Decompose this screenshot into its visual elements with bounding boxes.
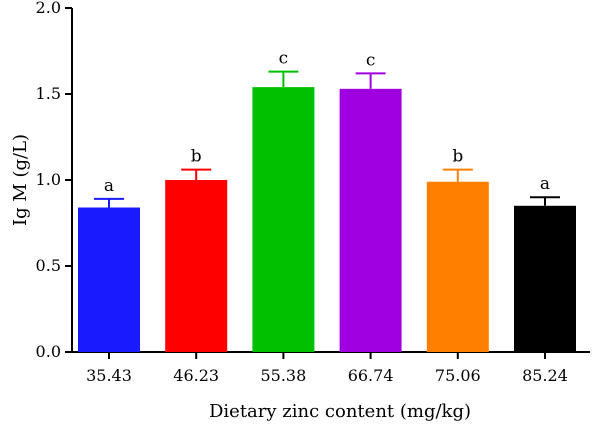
y-tick-label: 2.0 bbox=[36, 0, 61, 17]
bar-85-24 bbox=[514, 205, 576, 352]
x-tick-label: 46.23 bbox=[173, 366, 219, 385]
x-axis-title: Dietary zinc content (mg/kg) bbox=[209, 401, 471, 422]
bar-46-23 bbox=[165, 180, 228, 352]
significance-letter: a bbox=[104, 176, 114, 196]
x-axis: 35.43 46.23 55.38 66.74 75.06 85.24 bbox=[72, 351, 590, 385]
significance-letter: b bbox=[191, 147, 202, 167]
x-tick-label: 35.43 bbox=[86, 366, 132, 385]
bar-55-38 bbox=[252, 87, 315, 353]
significance-letter: a bbox=[540, 174, 550, 194]
y-axis: 0.0 0.5 1.0 1.5 2.0 bbox=[36, 0, 73, 361]
significance-letter: c bbox=[366, 50, 376, 70]
y-tick-label: 1.5 bbox=[36, 84, 61, 103]
bars-group: a b c c b a bbox=[78, 49, 576, 353]
y-tick-label: 0.5 bbox=[36, 256, 61, 275]
y-axis-title: Ig M (g/L) bbox=[10, 134, 31, 226]
y-tick-label: 1.0 bbox=[36, 170, 61, 189]
x-tick-label: 66.74 bbox=[348, 366, 394, 385]
x-tick-label: 75.06 bbox=[435, 366, 481, 385]
bar-75-06 bbox=[426, 181, 489, 352]
bar-66-74 bbox=[339, 88, 402, 352]
significance-letter: c bbox=[279, 49, 289, 69]
y-tick-label: 0.0 bbox=[36, 342, 61, 361]
x-tick-label: 55.38 bbox=[260, 366, 306, 385]
significance-letter: b bbox=[452, 147, 463, 167]
bar-35-43 bbox=[78, 207, 140, 352]
x-tick-label: 85.24 bbox=[522, 366, 568, 385]
